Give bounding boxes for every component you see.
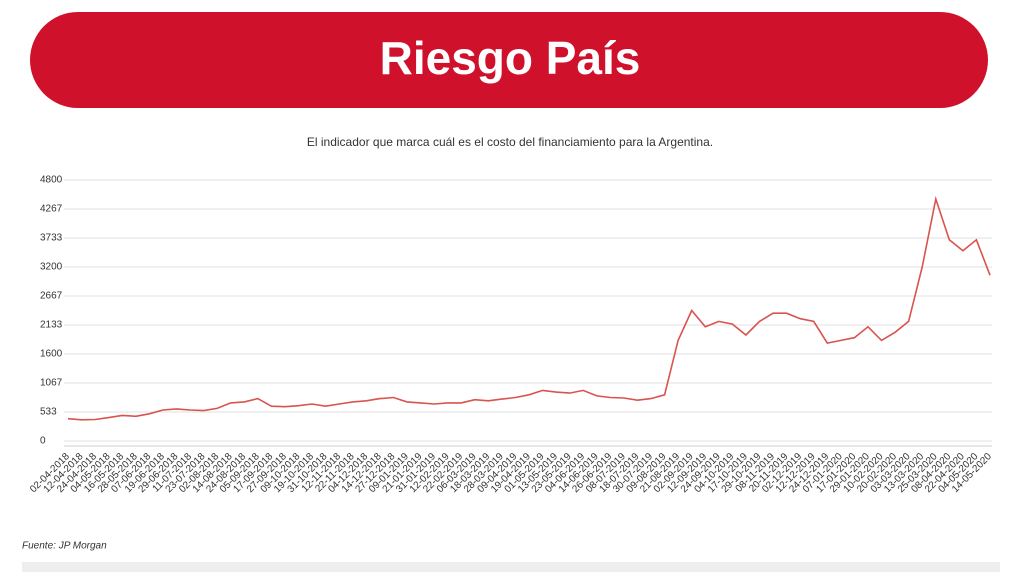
line bbox=[67, 195, 991, 421]
title-banner bbox=[30, 12, 988, 108]
y-tick-label: 4800 bbox=[40, 175, 63, 186]
y-tick-label: 4267 bbox=[40, 204, 63, 215]
y-tick-label: 2667 bbox=[40, 291, 63, 302]
source: Fuente: JP Morgan bbox=[22, 541, 107, 552]
chart-subtitle: El indicador que marca cuál es el costo … bbox=[307, 135, 713, 149]
y-tick-label: 3200 bbox=[40, 262, 63, 273]
footer-bar bbox=[22, 562, 1000, 572]
y-tick-label: 533 bbox=[40, 407, 57, 418]
y-tick-label: 0 bbox=[40, 436, 46, 447]
chart-title: Riesgo País bbox=[380, 32, 641, 84]
y-tick-label: 2133 bbox=[40, 320, 63, 331]
y-tick-label: 3733 bbox=[40, 233, 63, 244]
y-tick-label: 1067 bbox=[40, 378, 63, 389]
y-tick-label: 1600 bbox=[40, 349, 63, 360]
